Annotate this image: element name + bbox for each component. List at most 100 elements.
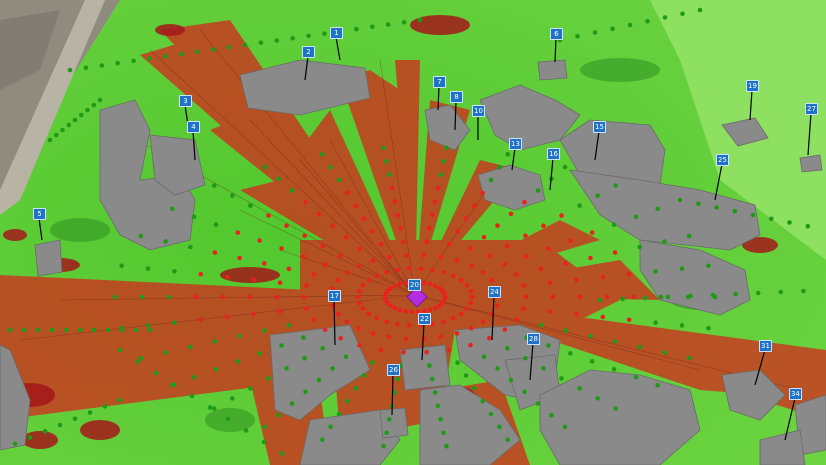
observer-point	[546, 246, 551, 251]
point-label-22[interactable]: 22	[418, 313, 431, 325]
observer-point	[406, 323, 412, 328]
observer-point	[145, 266, 151, 271]
observer-point	[418, 266, 424, 272]
observer-point	[188, 344, 193, 350]
point-label-19[interactable]: 19	[746, 80, 759, 92]
observer-point	[262, 424, 268, 430]
observer-point	[620, 296, 625, 302]
observer-point	[444, 145, 449, 151]
leader-line	[38, 217, 43, 241]
observer-point	[392, 283, 398, 289]
observer-point	[207, 405, 213, 410]
observer-point	[274, 38, 280, 43]
observer-point	[403, 309, 409, 314]
point-label-27[interactable]: 27	[805, 103, 818, 115]
point-label-10[interactable]: 10	[472, 105, 485, 117]
leader-line	[554, 37, 557, 63]
point-label-2[interactable]: 2	[302, 46, 315, 58]
observer-point	[538, 266, 544, 272]
observer-point	[261, 439, 267, 445]
building	[721, 117, 769, 147]
observer-point	[311, 317, 316, 322]
observer-point	[662, 15, 668, 20]
observer-point	[631, 294, 637, 300]
observer-point	[320, 243, 326, 248]
observer-point	[401, 20, 407, 25]
observer-point	[432, 390, 438, 395]
observer-point	[237, 333, 242, 339]
observer-point	[345, 190, 350, 196]
observer-point	[487, 335, 492, 341]
observer-point	[463, 216, 469, 221]
point-label-1[interactable]: 1	[330, 27, 343, 39]
point-label-28[interactable]: 28	[527, 333, 540, 345]
point-label-6[interactable]: 6	[550, 28, 563, 40]
point-label-17[interactable]: 17	[328, 290, 341, 302]
observer-point	[60, 127, 65, 133]
observer-point	[195, 49, 200, 55]
observer-point	[353, 386, 359, 391]
observer-point	[191, 214, 197, 220]
point-label-24[interactable]: 24	[488, 286, 501, 298]
observer-point	[279, 246, 284, 251]
observer-point	[42, 429, 48, 434]
observer-point	[212, 183, 217, 188]
observer-point	[345, 398, 350, 404]
point-label-31[interactable]: 31	[759, 340, 772, 352]
observer-point	[595, 396, 600, 401]
observer-point	[489, 277, 495, 283]
observer-point	[665, 294, 671, 300]
observer-point	[432, 305, 438, 311]
observer-point	[438, 417, 444, 422]
observer-point	[447, 347, 452, 353]
observer-point	[395, 212, 401, 218]
observer-point	[133, 327, 139, 333]
observer-point	[481, 354, 487, 360]
observer-point	[85, 107, 90, 113]
observer-point	[522, 389, 527, 395]
observer-point	[502, 327, 508, 332]
point-label-13[interactable]: 13	[509, 138, 522, 150]
observer-point	[35, 327, 41, 333]
observer-point	[468, 288, 474, 294]
observer-point	[353, 203, 359, 208]
point-label-25[interactable]: 25	[716, 154, 729, 166]
point-label-7[interactable]: 7	[433, 76, 446, 88]
observer-point	[115, 60, 120, 66]
point-label-4[interactable]: 4	[187, 121, 200, 133]
observer-point	[387, 172, 392, 177]
leader-line	[304, 55, 309, 81]
observer-point	[378, 241, 384, 247]
observer-point	[54, 132, 59, 138]
point-label-16[interactable]: 16	[547, 148, 560, 160]
point-label-8[interactable]: 8	[450, 91, 463, 103]
observer-point	[262, 164, 268, 170]
observer-point	[488, 177, 494, 183]
point-label-15[interactable]: 15	[593, 121, 606, 133]
observer-point	[450, 273, 456, 279]
observer-point	[343, 234, 349, 240]
point-label-34[interactable]: 34	[789, 388, 802, 400]
observer-point	[284, 223, 289, 228]
observer-point	[611, 367, 617, 372]
point-label-3[interactable]: 3	[179, 95, 192, 107]
point-label-5[interactable]: 5	[33, 208, 46, 220]
observer-point	[655, 382, 660, 388]
observer-point	[455, 229, 460, 234]
point-label-26[interactable]: 26	[387, 364, 400, 376]
observer-point	[279, 451, 285, 456]
observer-point	[611, 222, 617, 227]
observer-point	[91, 327, 97, 333]
aerial-road	[0, 0, 105, 215]
observer-point	[290, 35, 296, 41]
observer-point	[645, 19, 650, 24]
observer-point	[378, 347, 384, 353]
leader-line	[714, 163, 723, 201]
observer-point	[600, 314, 606, 320]
observer-diamond-icon[interactable]	[406, 286, 428, 308]
observer-point	[430, 321, 435, 327]
observer-point	[688, 293, 693, 299]
observer-label[interactable]: 20	[408, 279, 421, 291]
observer-point	[577, 386, 582, 391]
